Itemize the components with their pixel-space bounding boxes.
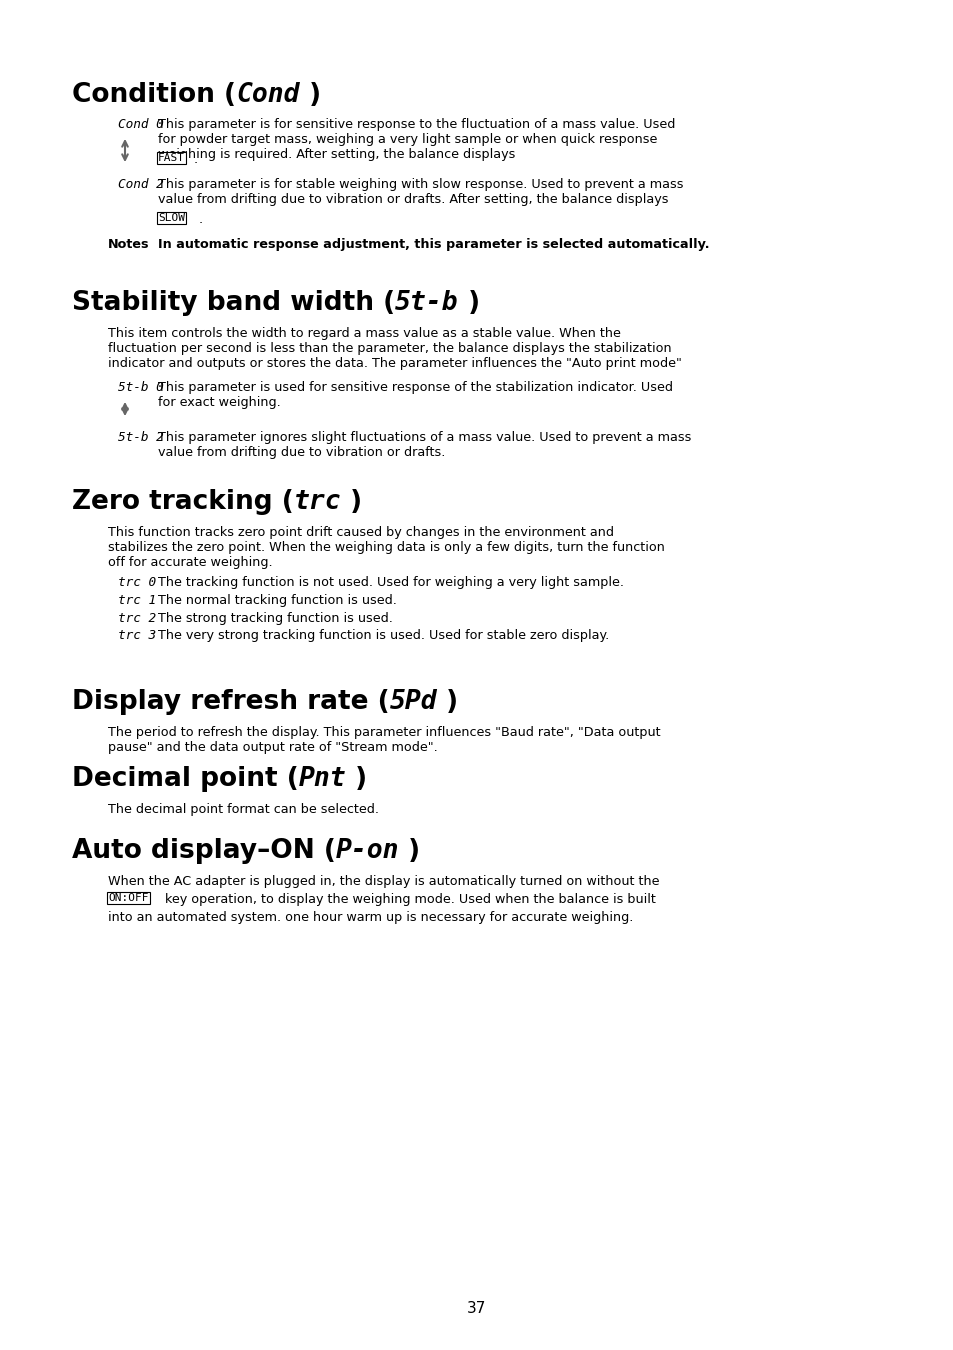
Text: Display refresh rate (: Display refresh rate ( xyxy=(71,690,389,716)
Text: 37: 37 xyxy=(467,1301,486,1316)
Text: Condition (: Condition ( xyxy=(71,82,235,108)
Text: Stability band width (: Stability band width ( xyxy=(71,290,395,316)
Text: ): ) xyxy=(399,838,420,864)
Text: ON:OFF: ON:OFF xyxy=(108,892,149,903)
Text: This parameter is used for sensitive response of the stabilization indicator. Us: This parameter is used for sensitive res… xyxy=(158,381,672,409)
Text: into an automated system. one hour warm up is necessary for accurate weighing.: into an automated system. one hour warm … xyxy=(108,911,633,923)
Text: trc 1: trc 1 xyxy=(118,594,156,606)
Text: The decimal point format can be selected.: The decimal point format can be selected… xyxy=(108,803,378,817)
Text: The very strong tracking function is used. Used for stable zero display.: The very strong tracking function is use… xyxy=(158,629,609,643)
Text: This function tracks zero point drift caused by changes in the environment and
s: This function tracks zero point drift ca… xyxy=(108,526,664,568)
Text: This parameter is for stable weighing with slow response. Used to prevent a mass: This parameter is for stable weighing wi… xyxy=(158,178,682,207)
Text: FAST: FAST xyxy=(158,153,185,163)
Text: Pnt: Pnt xyxy=(298,767,346,792)
Text: 10.3. Description of the Class "Environment, Display": 10.3. Description of the Class "Environm… xyxy=(84,46,623,63)
Text: 5t-b 2: 5t-b 2 xyxy=(118,431,164,444)
Text: This item controls the width to regard a mass value as a stable value. When the
: This item controls the width to regard a… xyxy=(108,327,681,370)
Text: 5t-b: 5t-b xyxy=(395,290,458,316)
Text: ): ) xyxy=(436,690,457,716)
Text: The strong tracking function is used.: The strong tracking function is used. xyxy=(158,612,393,625)
Text: P-on: P-on xyxy=(335,838,399,864)
Text: key operation, to display the weighing mode. Used when the balance is built: key operation, to display the weighing m… xyxy=(161,892,656,906)
Text: ): ) xyxy=(458,290,479,316)
Text: trc: trc xyxy=(294,489,341,514)
Text: 5t-b 0: 5t-b 0 xyxy=(118,381,164,394)
Text: When the AC adapter is plugged in, the display is automatically turned on withou: When the AC adapter is plugged in, the d… xyxy=(108,875,659,888)
Text: Zero tracking (: Zero tracking ( xyxy=(71,489,294,514)
Text: Cond 0: Cond 0 xyxy=(118,117,164,131)
Text: ): ) xyxy=(346,767,367,792)
Text: 5Pd: 5Pd xyxy=(389,690,436,716)
Text: trc 3: trc 3 xyxy=(118,629,156,643)
Text: This parameter is for sensitive response to the fluctuation of a mass value. Use: This parameter is for sensitive response… xyxy=(158,117,675,161)
Text: The tracking function is not used. Used for weighing a very light sample.: The tracking function is not used. Used … xyxy=(158,576,623,589)
Text: ): ) xyxy=(341,489,362,514)
Text: trc 0: trc 0 xyxy=(118,576,156,589)
Text: Cond 2: Cond 2 xyxy=(118,178,164,190)
Text: Cond: Cond xyxy=(235,82,299,108)
Text: .: . xyxy=(193,153,198,166)
Text: SLOW: SLOW xyxy=(158,213,185,223)
Text: .: . xyxy=(199,213,203,225)
Text: In automatic response adjustment, this parameter is selected automatically.: In automatic response adjustment, this p… xyxy=(158,238,709,251)
Text: The period to refresh the display. This parameter influences "Baud rate", "Data : The period to refresh the display. This … xyxy=(108,726,659,755)
Text: trc 2: trc 2 xyxy=(118,612,156,625)
Text: The normal tracking function is used.: The normal tracking function is used. xyxy=(158,594,396,606)
Text: This parameter ignores slight fluctuations of a mass value. Used to prevent a ma: This parameter ignores slight fluctuatio… xyxy=(158,431,691,459)
Text: ): ) xyxy=(299,82,320,108)
Text: Auto display–ON (: Auto display–ON ( xyxy=(71,838,335,864)
Text: Notes: Notes xyxy=(108,238,150,251)
Text: Decimal point (: Decimal point ( xyxy=(71,767,298,792)
